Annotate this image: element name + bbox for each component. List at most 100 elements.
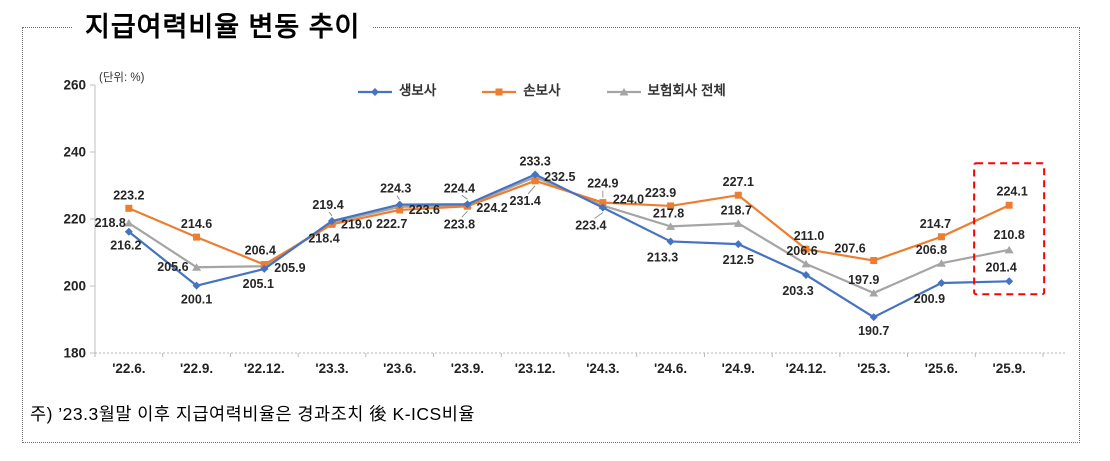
label-leader-line — [461, 210, 468, 218]
chart-legend: 생보사 손보사 보험회사 전체 — [358, 79, 726, 99]
data-label: 200.9 — [914, 292, 945, 306]
x-tick-label: '23.9. — [451, 361, 484, 376]
legend-item-nonlife-insurers: 손보사 — [482, 79, 561, 99]
data-label: 218.4 — [308, 231, 339, 245]
highlight-box-latest-quarter — [973, 162, 1046, 296]
x-tick-label: '22.9. — [180, 361, 213, 376]
data-point-marker — [733, 219, 743, 227]
data-point-marker — [193, 233, 201, 241]
panel-border — [22, 27, 1080, 443]
data-label: 224.9 — [587, 177, 618, 191]
x-tick-label: '23.6. — [383, 361, 416, 376]
data-point-marker — [802, 270, 810, 279]
data-label: 190.7 — [858, 324, 889, 338]
data-label: 223.2 — [113, 188, 144, 202]
data-label: 227.1 — [723, 175, 754, 189]
data-label: 223.4 — [575, 219, 606, 233]
data-point-marker — [328, 217, 336, 226]
label-leader-line — [527, 185, 536, 195]
data-point-marker — [1005, 277, 1014, 286]
data-point-marker — [192, 263, 202, 271]
x-tick-label: '22.12. — [244, 361, 285, 376]
data-label: 203.3 — [782, 284, 813, 298]
label-leader-line — [594, 212, 604, 219]
data-label: 214.7 — [920, 217, 951, 231]
data-point-marker — [869, 313, 878, 322]
data-label: 197.9 — [848, 273, 879, 287]
data-point-marker — [125, 204, 133, 212]
data-point-marker — [666, 237, 675, 246]
data-point-marker — [1005, 201, 1013, 209]
data-label: 224.1 — [997, 184, 1028, 198]
y-tick-label: 260 — [63, 78, 86, 93]
data-point-marker — [734, 240, 743, 249]
data-point-marker — [598, 203, 607, 212]
data-label: 213.3 — [647, 250, 678, 264]
chart-title: 지급여력비율 변동 추이 — [72, 9, 374, 45]
data-label: 205.9 — [274, 261, 305, 275]
data-point-marker — [260, 261, 268, 269]
label-leader-line — [396, 195, 401, 200]
data-label: 224.3 — [380, 182, 411, 196]
data-label: 224.0 — [613, 193, 644, 207]
data-label: 200.1 — [181, 293, 212, 307]
data-label: 218.7 — [721, 203, 752, 217]
data-label: 206.4 — [245, 244, 276, 258]
data-label: 201.4 — [986, 260, 1017, 274]
line-square-marker-icon — [482, 84, 517, 96]
x-tick-label: '24.6. — [654, 361, 687, 376]
data-point-marker — [1004, 245, 1014, 254]
data-point-marker — [124, 219, 134, 227]
footnote: 주) ’23.3월말 이후 지급여력비율은 경과조치 後 K-ICS비율 — [30, 404, 475, 424]
x-tick-label: '25.3. — [857, 361, 890, 376]
data-point-marker — [395, 200, 404, 209]
y-tick-label: 240 — [63, 145, 86, 160]
x-tick-label: '23.12. — [515, 361, 556, 376]
data-label: 223.6 — [409, 203, 440, 217]
data-label: 231.4 — [510, 194, 541, 208]
legend-label: 손보사 — [523, 83, 561, 98]
data-label: 207.6 — [834, 242, 865, 256]
line-diamond-marker-icon — [358, 84, 392, 96]
legend-label: 생보사 — [399, 83, 437, 98]
data-point-marker — [599, 199, 607, 207]
data-label: 214.6 — [181, 217, 212, 231]
legend-item-all-insurers: 보험회사 전체 — [606, 79, 726, 99]
data-point-marker — [801, 259, 811, 268]
y-tick-label: 220 — [63, 212, 86, 227]
series-line-생보사 — [128, 173, 1010, 319]
data-point-marker — [734, 191, 742, 199]
data-label: 223.8 — [444, 217, 475, 231]
data-label: 219.4 — [312, 198, 343, 212]
data-point-marker — [531, 177, 539, 185]
data-point-marker — [937, 278, 946, 287]
unit-label: (단위: %) — [99, 72, 145, 84]
y-tick-label: 180 — [63, 346, 86, 361]
data-point-marker — [124, 227, 133, 236]
data-label: 224.2 — [476, 201, 507, 215]
data-label: 232.5 — [544, 170, 575, 184]
data-label: 233.3 — [520, 154, 551, 168]
y-tick-label: 200 — [63, 279, 86, 294]
data-label: 206.6 — [786, 244, 817, 258]
data-label: 222.7 — [376, 217, 407, 231]
data-label: 210.8 — [994, 228, 1025, 242]
data-label: 219.0 — [341, 217, 372, 231]
data-point-marker — [666, 222, 676, 230]
label-leader-line — [461, 194, 468, 200]
data-label: 216.2 — [110, 239, 141, 253]
data-point-marker — [936, 259, 946, 267]
x-tick-label: '25.6. — [925, 361, 958, 376]
data-point-marker — [531, 170, 540, 179]
data-label: 205.6 — [157, 260, 188, 274]
line-triangle-marker-icon — [606, 84, 641, 96]
data-label: 206.8 — [916, 243, 947, 257]
label-leader-line — [328, 211, 333, 217]
data-label: 212.5 — [723, 253, 754, 267]
data-label: 217.8 — [653, 206, 684, 220]
x-tick-label: '25.9. — [993, 361, 1026, 376]
data-label: 205.1 — [243, 277, 274, 291]
data-point-marker — [869, 289, 879, 297]
x-tick-label: '23.3. — [315, 361, 348, 376]
